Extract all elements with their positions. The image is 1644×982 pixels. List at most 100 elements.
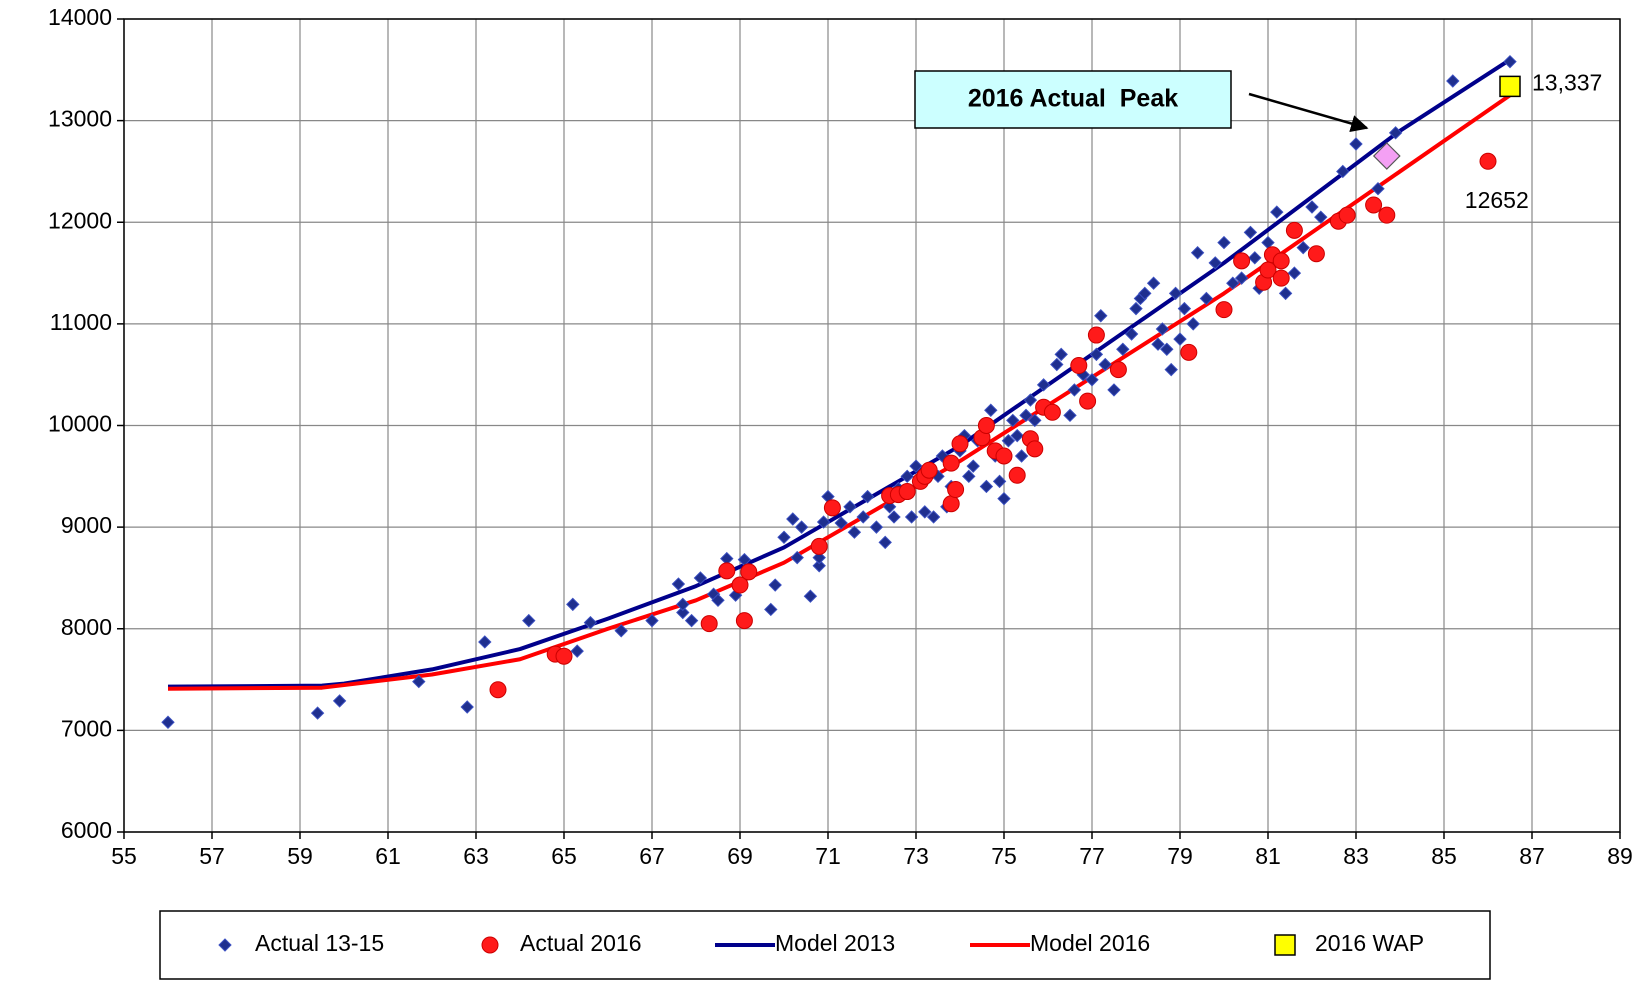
legend: Actual 13-15 Actual 2016 Model 2013 Model 2… <box>218 930 1424 956</box>
point <box>645 613 659 628</box>
point <box>412 674 426 689</box>
point <box>1208 256 1222 270</box>
point <box>1036 378 1051 392</box>
point <box>1217 235 1231 250</box>
x-tick-label: 79 <box>1167 843 1193 869</box>
x-tick-label: 87 <box>1519 843 1545 869</box>
point <box>1168 286 1183 301</box>
point <box>810 537 828 555</box>
point <box>803 589 818 603</box>
point <box>918 505 932 519</box>
point <box>1371 182 1385 196</box>
x-tick-label: 81 <box>1255 843 1281 869</box>
point <box>904 510 919 524</box>
point <box>1296 240 1310 255</box>
point <box>700 615 718 633</box>
point <box>847 525 862 539</box>
point <box>1116 342 1130 356</box>
callout-arrow <box>1248 92 1369 133</box>
point <box>1338 206 1356 224</box>
point <box>1001 434 1016 448</box>
point <box>790 550 804 565</box>
legend-swatch <box>1274 934 1296 956</box>
point <box>777 530 791 544</box>
x-tick-label: 85 <box>1431 843 1457 869</box>
x-tick-label: 57 <box>199 843 225 869</box>
point <box>1233 252 1251 270</box>
point <box>1215 301 1233 319</box>
legend-label: 2016 WAP <box>1315 930 1424 956</box>
point <box>566 597 580 612</box>
point <box>1006 413 1020 428</box>
point <box>735 612 753 630</box>
point <box>942 454 960 472</box>
peak-label: 12652 <box>1465 187 1529 213</box>
point <box>1098 357 1112 372</box>
point <box>878 535 892 550</box>
x-tick-label: 55 <box>111 843 137 869</box>
point <box>1446 74 1460 88</box>
point <box>614 624 628 638</box>
point <box>1164 362 1178 377</box>
point <box>900 469 914 484</box>
point <box>1388 126 1403 140</box>
point <box>1010 428 1024 443</box>
point <box>977 417 995 434</box>
point <box>1087 326 1105 344</box>
x-tick-label: 75 <box>991 843 1017 869</box>
plot-frame <box>123 18 1621 833</box>
x-tick-label: 89 <box>1607 843 1633 869</box>
point <box>1089 347 1104 362</box>
point <box>786 512 800 526</box>
marks <box>161 54 1521 729</box>
point <box>898 483 916 501</box>
point <box>995 447 1013 465</box>
point <box>1349 137 1363 151</box>
point <box>1199 291 1214 306</box>
legend-box <box>159 910 1491 980</box>
point <box>1155 322 1170 336</box>
point <box>1008 466 1026 484</box>
point <box>1026 440 1044 458</box>
point <box>1107 383 1121 397</box>
callout-text: 2016 Actual Peak <box>968 85 1178 113</box>
x-tick-label: 63 <box>463 843 489 869</box>
point <box>731 576 749 594</box>
x-tick-label: 77 <box>1079 843 1105 869</box>
point <box>882 500 897 514</box>
point <box>671 577 686 591</box>
point <box>1070 357 1088 375</box>
point <box>718 562 736 580</box>
point <box>1109 361 1127 379</box>
point <box>1177 301 1192 316</box>
point <box>1129 301 1143 316</box>
point <box>460 700 474 714</box>
point <box>812 559 826 573</box>
point <box>979 479 994 494</box>
point <box>1138 286 1152 301</box>
y-tick-label: 9000 <box>61 512 112 538</box>
point <box>1314 210 1328 224</box>
legend-label: Actual 13-15 <box>255 930 384 956</box>
x-tick-label: 65 <box>551 843 577 869</box>
point <box>676 605 690 620</box>
point <box>823 499 841 517</box>
point <box>1499 75 1521 98</box>
point <box>1186 317 1200 331</box>
point <box>1067 383 1082 397</box>
point <box>764 602 778 617</box>
point <box>1124 327 1139 341</box>
point <box>1190 246 1205 260</box>
y-tick-label: 14000 <box>48 4 112 30</box>
legend-label: Actual 2016 <box>520 930 641 956</box>
point <box>843 500 857 514</box>
y-tick-label: 6000 <box>61 817 112 843</box>
point <box>478 635 492 649</box>
point <box>1054 347 1068 362</box>
point <box>966 459 980 473</box>
point <box>1050 357 1064 372</box>
x-tick-label: 73 <box>903 843 929 869</box>
grid: 6000 7000 8000 9000 10000 11000 12000 13000 1400… <box>48 4 1633 869</box>
